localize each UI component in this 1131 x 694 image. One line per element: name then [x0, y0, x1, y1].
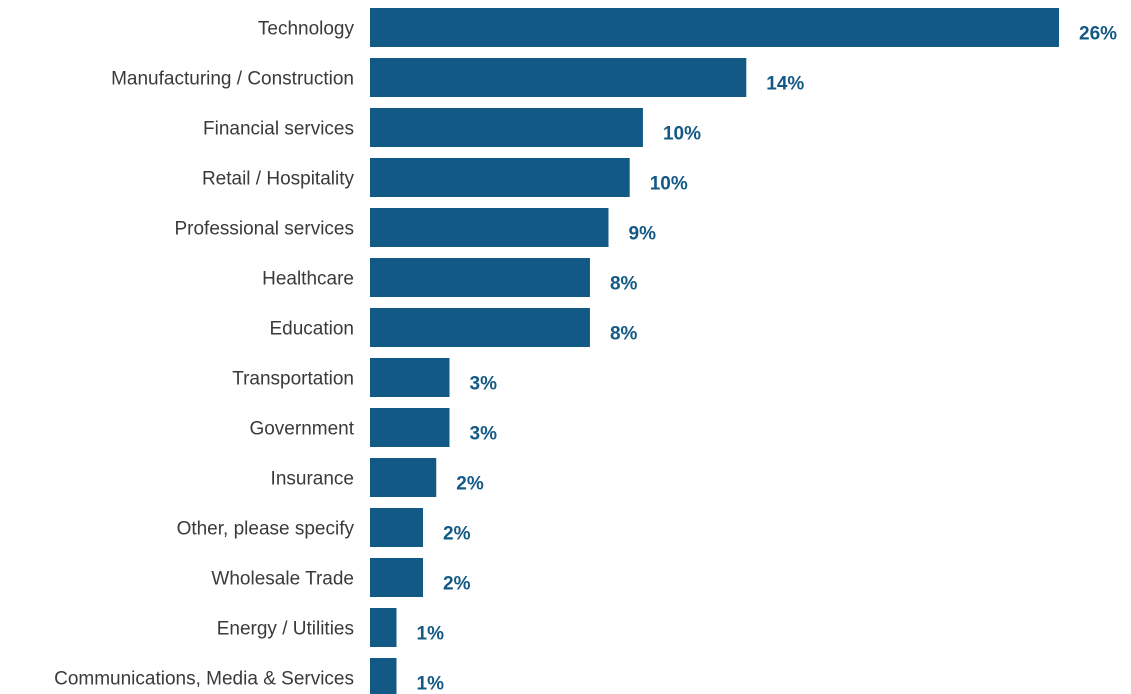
bar-wholesale-trade — [370, 558, 423, 597]
category-label-government: Government — [249, 419, 354, 440]
bar-other-please-specify — [370, 508, 423, 547]
category-label-transportation: Transportation — [232, 369, 354, 390]
value-label-retail-hospitality: 10% — [650, 174, 688, 195]
category-label-communications-media-services: Communications, Media & Services — [54, 669, 354, 690]
value-label-technology: 26% — [1079, 24, 1117, 45]
category-labels-group: Technology Manufacturing / Construction Fi… — [54, 19, 355, 690]
bar-education — [370, 308, 590, 347]
value-label-education: 8% — [610, 324, 638, 345]
value-label-other-please-specify: 2% — [443, 524, 471, 545]
value-label-transportation: 3% — [470, 374, 498, 395]
category-label-energy-utilities: Energy / Utilities — [217, 619, 354, 640]
bar-retail-hospitality — [370, 158, 630, 197]
value-labels-group: 26% 14% 10% 10% 9% 8% 8% 3% 3% 2% 2% 2% 1% 1% — [417, 24, 1118, 694]
category-label-wholesale-trade: Wholesale Trade — [211, 569, 354, 590]
bar-financial-services — [370, 108, 643, 147]
bar-government — [370, 408, 450, 447]
category-label-technology: Technology — [258, 19, 355, 40]
category-label-insurance: Insurance — [271, 469, 354, 490]
value-label-financial-services: 10% — [663, 124, 701, 145]
category-label-retail-hospitality: Retail / Hospitality — [202, 169, 355, 190]
bar-transportation — [370, 358, 450, 397]
category-label-education: Education — [269, 319, 354, 340]
value-label-insurance: 2% — [456, 474, 484, 495]
bar-insurance — [370, 458, 437, 497]
bar-professional-services — [370, 208, 609, 247]
value-label-manufacturing-construction: 14% — [766, 74, 804, 95]
bar-manufacturing-construction — [370, 58, 747, 97]
category-label-manufacturing-construction: Manufacturing / Construction — [111, 69, 354, 90]
value-label-professional-services: 9% — [629, 224, 657, 245]
value-label-healthcare: 8% — [610, 274, 638, 295]
category-label-healthcare: Healthcare — [262, 269, 354, 290]
value-label-wholesale-trade: 2% — [443, 574, 471, 595]
bar-energy-utilities — [370, 608, 397, 647]
category-label-professional-services: Professional services — [174, 219, 354, 240]
category-label-other-please-specify: Other, please specify — [177, 519, 355, 540]
value-label-energy-utilities: 1% — [417, 624, 445, 645]
bars-group — [370, 8, 1059, 694]
value-label-communications-media-services: 1% — [417, 674, 445, 694]
bar-technology — [370, 8, 1059, 47]
category-label-financial-services: Financial services — [203, 119, 354, 140]
value-label-government: 3% — [470, 424, 498, 445]
bar-communications-media-services — [370, 658, 397, 694]
bar-healthcare — [370, 258, 590, 297]
